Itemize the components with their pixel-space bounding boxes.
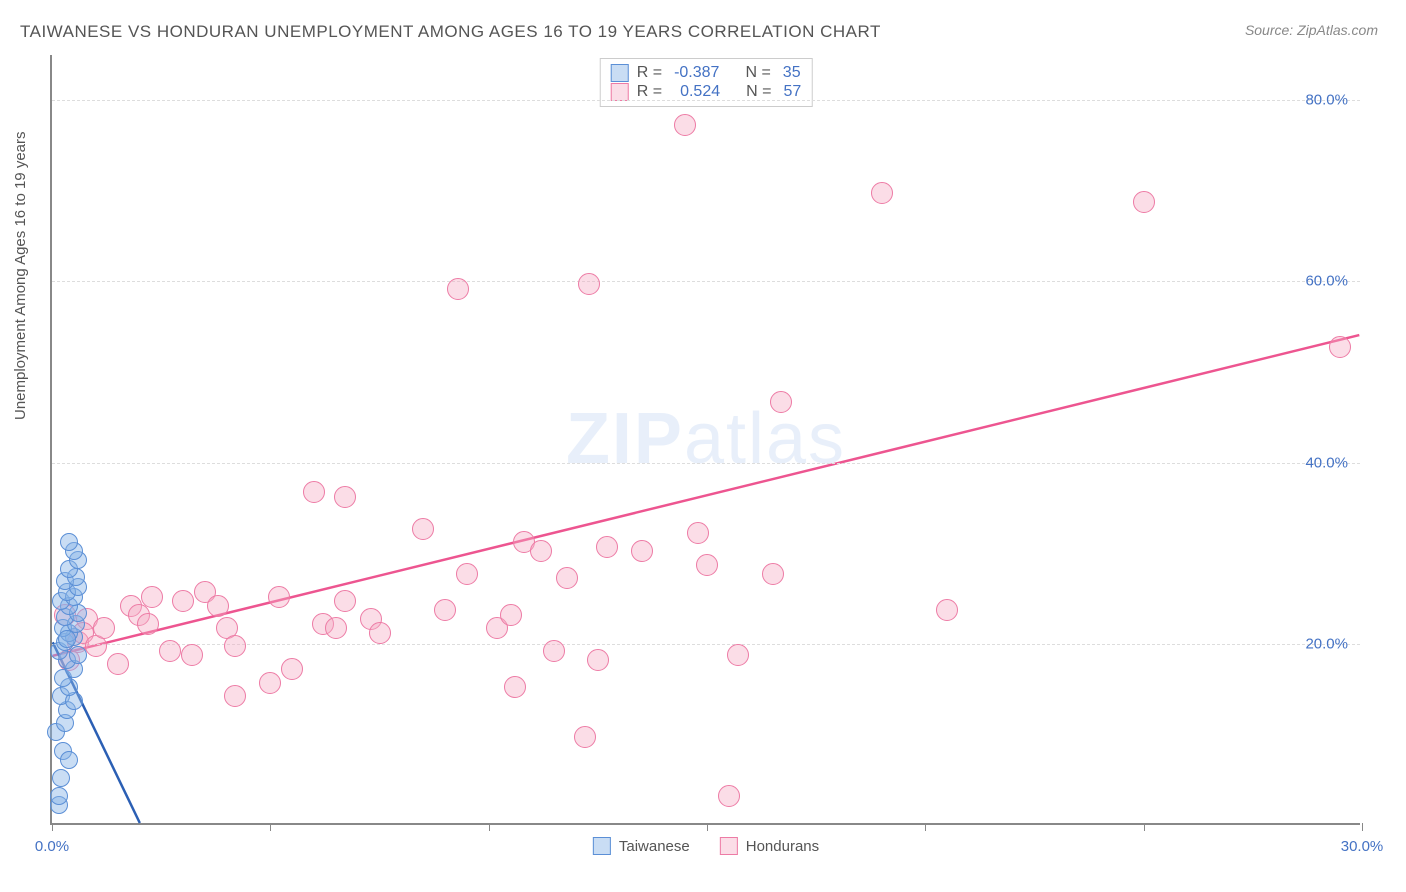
scatter-point-taiwanese bbox=[60, 533, 78, 551]
swatch-taiwanese-icon bbox=[593, 837, 611, 855]
scatter-point-hondurans bbox=[574, 726, 596, 748]
scatter-point-hondurans bbox=[587, 649, 609, 671]
scatter-point-hondurans bbox=[281, 658, 303, 680]
gridline-h bbox=[52, 281, 1360, 282]
scatter-point-hondurans bbox=[137, 613, 159, 635]
scatter-point-taiwanese bbox=[50, 787, 68, 805]
scatter-point-hondurans bbox=[770, 391, 792, 413]
scatter-point-hondurans bbox=[762, 563, 784, 585]
scatter-point-hondurans bbox=[334, 590, 356, 612]
source-attribution: Source: ZipAtlas.com bbox=[1245, 22, 1378, 38]
scatter-point-hondurans bbox=[325, 617, 347, 639]
scatter-point-hondurans bbox=[93, 617, 115, 639]
scatter-point-hondurans bbox=[303, 481, 325, 503]
scatter-point-hondurans bbox=[447, 278, 469, 300]
scatter-point-hondurans bbox=[674, 114, 696, 136]
scatter-point-hondurans bbox=[556, 567, 578, 589]
scatter-point-hondurans bbox=[172, 590, 194, 612]
scatter-point-hondurans bbox=[543, 640, 565, 662]
scatter-point-hondurans bbox=[504, 676, 526, 698]
x-tick bbox=[925, 823, 926, 831]
y-tick-label: 80.0% bbox=[1305, 92, 1348, 109]
scatter-point-hondurans bbox=[268, 586, 290, 608]
scatter-point-hondurans bbox=[500, 604, 522, 626]
gridline-h bbox=[52, 100, 1360, 101]
x-tick bbox=[1362, 823, 1363, 831]
scatter-point-hondurans bbox=[631, 540, 653, 562]
x-tick bbox=[270, 823, 271, 831]
x-tick bbox=[52, 823, 53, 831]
scatter-point-hondurans bbox=[412, 518, 434, 540]
scatter-point-hondurans bbox=[936, 599, 958, 621]
swatch-hondurans-icon bbox=[720, 837, 738, 855]
gridline-h bbox=[52, 644, 1360, 645]
y-axis-label: Unemployment Among Ages 16 to 19 years bbox=[12, 131, 29, 420]
scatter-point-hondurans bbox=[1329, 336, 1351, 358]
scatter-point-hondurans bbox=[141, 586, 163, 608]
scatter-point-hondurans bbox=[224, 635, 246, 657]
scatter-point-taiwanese bbox=[58, 630, 76, 648]
regression-lines bbox=[52, 55, 1360, 823]
x-tick bbox=[489, 823, 490, 831]
x-tick bbox=[707, 823, 708, 831]
scatter-point-hondurans bbox=[456, 563, 478, 585]
scatter-point-hondurans bbox=[107, 653, 129, 675]
y-tick-label: 20.0% bbox=[1305, 635, 1348, 652]
y-tick-label: 60.0% bbox=[1305, 273, 1348, 290]
scatter-point-hondurans bbox=[207, 595, 229, 617]
scatter-point-hondurans bbox=[334, 486, 356, 508]
plot-area: ZIPatlas R = -0.387 N = 35 R = 0.524 N =… bbox=[50, 55, 1360, 825]
chart-title: TAIWANESE VS HONDURAN UNEMPLOYMENT AMONG… bbox=[20, 22, 881, 42]
scatter-point-taiwanese bbox=[52, 769, 70, 787]
gridline-h bbox=[52, 463, 1360, 464]
scatter-point-hondurans bbox=[1133, 191, 1155, 213]
x-axis-legend: Taiwanese Hondurans bbox=[593, 837, 819, 855]
x-tick-label: 0.0% bbox=[35, 838, 69, 855]
scatter-point-hondurans bbox=[696, 554, 718, 576]
scatter-point-hondurans bbox=[224, 685, 246, 707]
scatter-point-taiwanese bbox=[60, 751, 78, 769]
x-tick bbox=[1144, 823, 1145, 831]
y-tick-label: 40.0% bbox=[1305, 454, 1348, 471]
scatter-point-hondurans bbox=[434, 599, 456, 621]
scatter-point-hondurans bbox=[727, 644, 749, 666]
scatter-point-hondurans bbox=[369, 622, 391, 644]
scatter-point-taiwanese bbox=[69, 646, 87, 664]
x-legend-hondurans: Hondurans bbox=[720, 837, 819, 855]
scatter-point-hondurans bbox=[578, 273, 600, 295]
scatter-point-hondurans bbox=[596, 536, 618, 558]
x-legend-taiwanese: Taiwanese bbox=[593, 837, 690, 855]
scatter-point-hondurans bbox=[530, 540, 552, 562]
scatter-point-hondurans bbox=[718, 785, 740, 807]
scatter-point-hondurans bbox=[871, 182, 893, 204]
x-tick-label: 30.0% bbox=[1341, 838, 1384, 855]
scatter-point-hondurans bbox=[181, 644, 203, 666]
scatter-point-hondurans bbox=[687, 522, 709, 544]
scatter-point-hondurans bbox=[259, 672, 281, 694]
scatter-point-hondurans bbox=[159, 640, 181, 662]
